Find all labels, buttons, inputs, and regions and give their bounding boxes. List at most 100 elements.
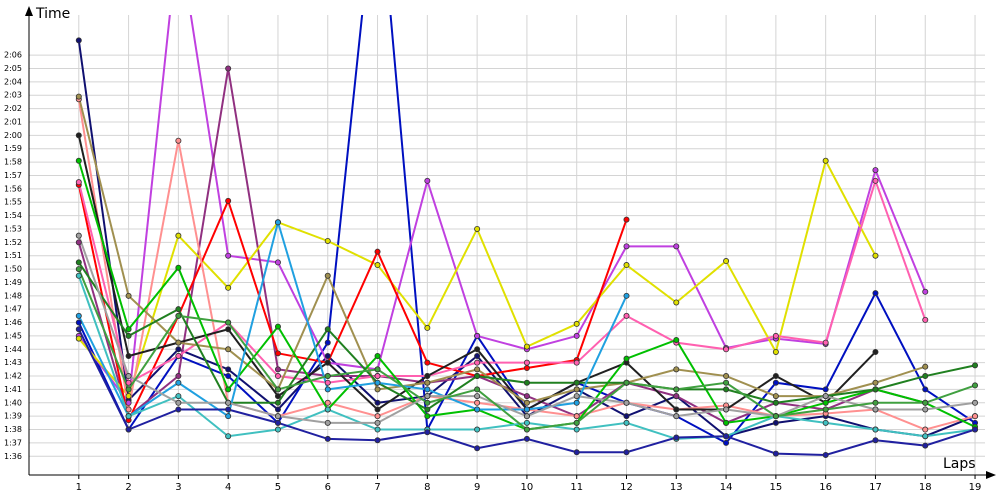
point <box>673 393 680 400</box>
point <box>723 346 730 353</box>
point <box>324 237 331 244</box>
point <box>175 352 182 359</box>
point <box>175 399 182 406</box>
y-tick-label: 1:56 <box>4 184 22 193</box>
point <box>474 352 481 359</box>
point <box>274 373 281 380</box>
point <box>374 379 381 386</box>
point <box>623 216 630 223</box>
point <box>822 451 829 458</box>
y-tick-label: 1:57 <box>4 171 22 180</box>
point <box>324 406 331 413</box>
series-line <box>77 218 628 418</box>
point <box>125 379 132 386</box>
point <box>523 399 530 406</box>
y-tick-label: 1:51 <box>4 251 22 260</box>
point <box>424 373 431 380</box>
x-tick-label: 6 <box>325 482 331 493</box>
x-tick-label: 17 <box>869 482 882 493</box>
x-tick-label: 9 <box>474 482 480 493</box>
point <box>424 386 431 393</box>
point <box>972 426 979 433</box>
point <box>623 379 630 386</box>
point <box>125 292 132 299</box>
x-tick-label: 7 <box>374 482 380 493</box>
x-tick-label: 13 <box>670 482 683 493</box>
point <box>324 352 331 359</box>
point <box>922 363 929 370</box>
plot-area <box>75 15 979 458</box>
point <box>225 373 232 380</box>
point <box>424 406 431 413</box>
point <box>723 419 730 426</box>
point <box>573 449 580 456</box>
point <box>772 393 779 400</box>
y-axis-arrow <box>25 6 33 16</box>
point <box>175 264 182 271</box>
y-tick-label: 1:43 <box>4 358 22 367</box>
point <box>125 413 132 420</box>
point <box>573 399 580 406</box>
point <box>673 434 680 441</box>
point <box>75 179 82 186</box>
point <box>175 346 182 353</box>
point <box>374 419 381 426</box>
point <box>573 379 580 386</box>
point <box>474 406 481 413</box>
point <box>225 413 232 420</box>
point <box>374 248 381 255</box>
y-tick-label: 1:48 <box>4 291 22 300</box>
point <box>474 386 481 393</box>
point <box>324 379 331 386</box>
point <box>424 413 431 420</box>
y-tick-label: 2:00 <box>4 131 22 140</box>
point <box>822 386 829 393</box>
x-tick-label: 11 <box>570 482 583 493</box>
point <box>225 433 232 440</box>
series-line <box>77 184 628 424</box>
point <box>623 419 630 426</box>
y-tick-label: 1:44 <box>4 345 22 354</box>
point <box>573 332 580 339</box>
point <box>772 379 779 386</box>
point <box>723 386 730 393</box>
x-tick-label: 3 <box>175 482 181 493</box>
point <box>374 366 381 373</box>
point <box>374 352 381 359</box>
point <box>673 386 680 393</box>
point <box>772 413 779 420</box>
point <box>772 450 779 457</box>
point <box>474 359 481 366</box>
point <box>424 429 431 436</box>
point <box>75 259 82 266</box>
point <box>922 399 929 406</box>
point <box>324 339 331 346</box>
y-tick-label: 1:42 <box>4 372 22 381</box>
point <box>822 406 829 413</box>
y-tick-label: 1:39 <box>4 412 22 421</box>
point <box>125 399 132 406</box>
point <box>225 319 232 326</box>
point <box>324 419 331 426</box>
point <box>872 290 879 297</box>
point <box>374 406 381 413</box>
point <box>772 373 779 380</box>
point <box>125 386 132 393</box>
point <box>922 406 929 413</box>
y-tick-label: 1:58 <box>4 158 22 167</box>
point <box>573 419 580 426</box>
point <box>75 93 82 100</box>
y-tick-label: 1:38 <box>4 425 22 434</box>
point <box>175 373 182 380</box>
point <box>324 386 331 393</box>
point <box>772 332 779 339</box>
point <box>274 350 281 357</box>
y-tick-label: 2:03 <box>4 91 22 100</box>
point <box>125 393 132 400</box>
point <box>623 399 630 406</box>
point <box>374 426 381 433</box>
y-tick-label: 1:55 <box>4 198 22 207</box>
point <box>374 413 381 420</box>
point <box>324 326 331 333</box>
